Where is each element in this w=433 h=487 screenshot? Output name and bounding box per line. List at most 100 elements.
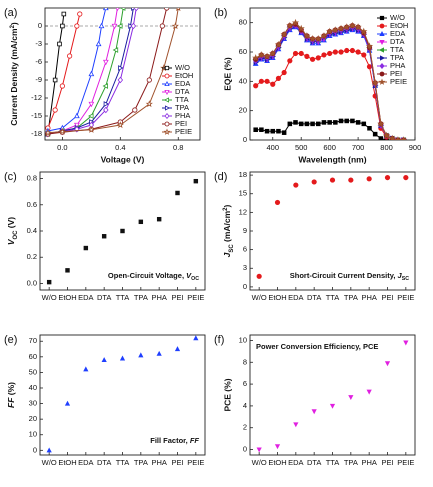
series-line (47, 8, 118, 135)
x-tick-label: PEIE (187, 458, 204, 467)
y-tick-label: 8 (243, 357, 247, 366)
data-point (361, 121, 367, 127)
legend-label: PEIE (390, 77, 407, 86)
x-tick-label: W/O (42, 458, 57, 467)
x-tick-label: TPA (134, 293, 148, 302)
data-point (337, 24, 345, 32)
legend-marker (379, 23, 385, 29)
legend-marker (163, 97, 170, 103)
data-point (145, 100, 153, 108)
legend-marker (164, 90, 170, 96)
y-tick-label: 0 (243, 445, 247, 454)
data-point (59, 83, 65, 89)
y-tick-label: 0.4 (27, 226, 37, 235)
y-tick-label: 40 (29, 383, 37, 392)
y-axis-label: Current Density (mA/cm2) (9, 22, 19, 126)
data-point (403, 340, 409, 346)
data-point (287, 121, 293, 127)
legend-label: PHA (390, 61, 405, 70)
y-tick-label: 20 (29, 414, 37, 423)
data-point (321, 120, 327, 125)
y-tick-label: -3 (35, 39, 42, 48)
data-point (133, 8, 139, 12)
data-point (101, 357, 107, 363)
label-part: V (186, 271, 192, 280)
data-point (146, 77, 152, 83)
data-point (315, 55, 321, 61)
data-point (327, 120, 332, 125)
data-point (394, 136, 402, 140)
x-tick-label: 800 (380, 143, 393, 152)
y-tick-label: 40 (239, 76, 247, 85)
data-point (193, 335, 199, 341)
data-point (83, 245, 89, 251)
label-part: ) (9, 22, 19, 25)
y-tick-label: -15 (31, 111, 42, 120)
data-point (264, 78, 270, 84)
data-point (303, 32, 311, 39)
data-point (344, 47, 350, 54)
data-point (329, 403, 336, 409)
legend-label: PEIE (175, 127, 192, 136)
data-point (281, 69, 287, 76)
data-point (333, 120, 338, 125)
y-tick-label: 12 (239, 207, 247, 216)
panel-label: (f) (214, 334, 224, 346)
data-point (83, 366, 89, 372)
label-part: (%) (6, 382, 16, 398)
data-point (291, 18, 300, 26)
data-point (253, 127, 258, 133)
data-point (74, 23, 80, 29)
y-tick-label: 60 (239, 47, 247, 56)
data-point (366, 176, 372, 182)
data-point (252, 54, 260, 61)
data-point (87, 126, 95, 133)
data-point (256, 447, 262, 453)
label-part: OC (191, 276, 199, 282)
legend-marker (378, 78, 386, 85)
data-point (119, 355, 126, 361)
data-point (293, 422, 299, 428)
label-part: Fill Factor, (150, 436, 190, 445)
data-point (77, 11, 83, 17)
data-point (118, 65, 124, 71)
data-point (270, 128, 276, 134)
x-tick-label: DTA (307, 458, 321, 467)
data-point (286, 21, 294, 29)
data-point (264, 128, 270, 134)
y-tick-label: 60 (29, 352, 37, 361)
data-point (130, 22, 137, 30)
data-point (115, 8, 120, 12)
data-point (102, 8, 109, 11)
data-point (365, 42, 374, 50)
annotation: Fill Factor, FF (150, 436, 199, 445)
x-tick-label: EtOH (58, 293, 76, 302)
x-tick-label: 0.8 (173, 143, 183, 152)
legend-marker (379, 55, 386, 61)
y-tick-label: 0 (33, 445, 37, 454)
legend-marker (163, 128, 171, 135)
data-point (329, 177, 336, 183)
plot-frame (249, 334, 416, 456)
label-part: ) (222, 205, 232, 208)
legend-marker (378, 47, 385, 53)
series-line (47, 13, 65, 135)
series-line (47, 8, 179, 134)
x-tick-label: 400 (267, 143, 280, 152)
label-part: Short-Circuit Current Density, (290, 271, 398, 280)
data-point (292, 50, 299, 57)
data-point (371, 79, 379, 86)
x-tick-label: DTA (97, 293, 111, 302)
data-point (74, 112, 80, 119)
y-axis-label: JSC (mA/cm2) (222, 205, 234, 258)
data-point (366, 64, 373, 70)
x-tick-label: PEIE (187, 293, 204, 302)
data-point (403, 174, 409, 181)
x-tick-label: PEI (381, 293, 393, 302)
y-tick-label: 0.8 (27, 174, 37, 183)
x-tick-label: PEI (381, 458, 393, 467)
data-point (314, 35, 322, 42)
data-point (65, 268, 70, 273)
x-tick-label: EtOH (268, 293, 286, 302)
x-tick-label: TTA (326, 293, 340, 302)
